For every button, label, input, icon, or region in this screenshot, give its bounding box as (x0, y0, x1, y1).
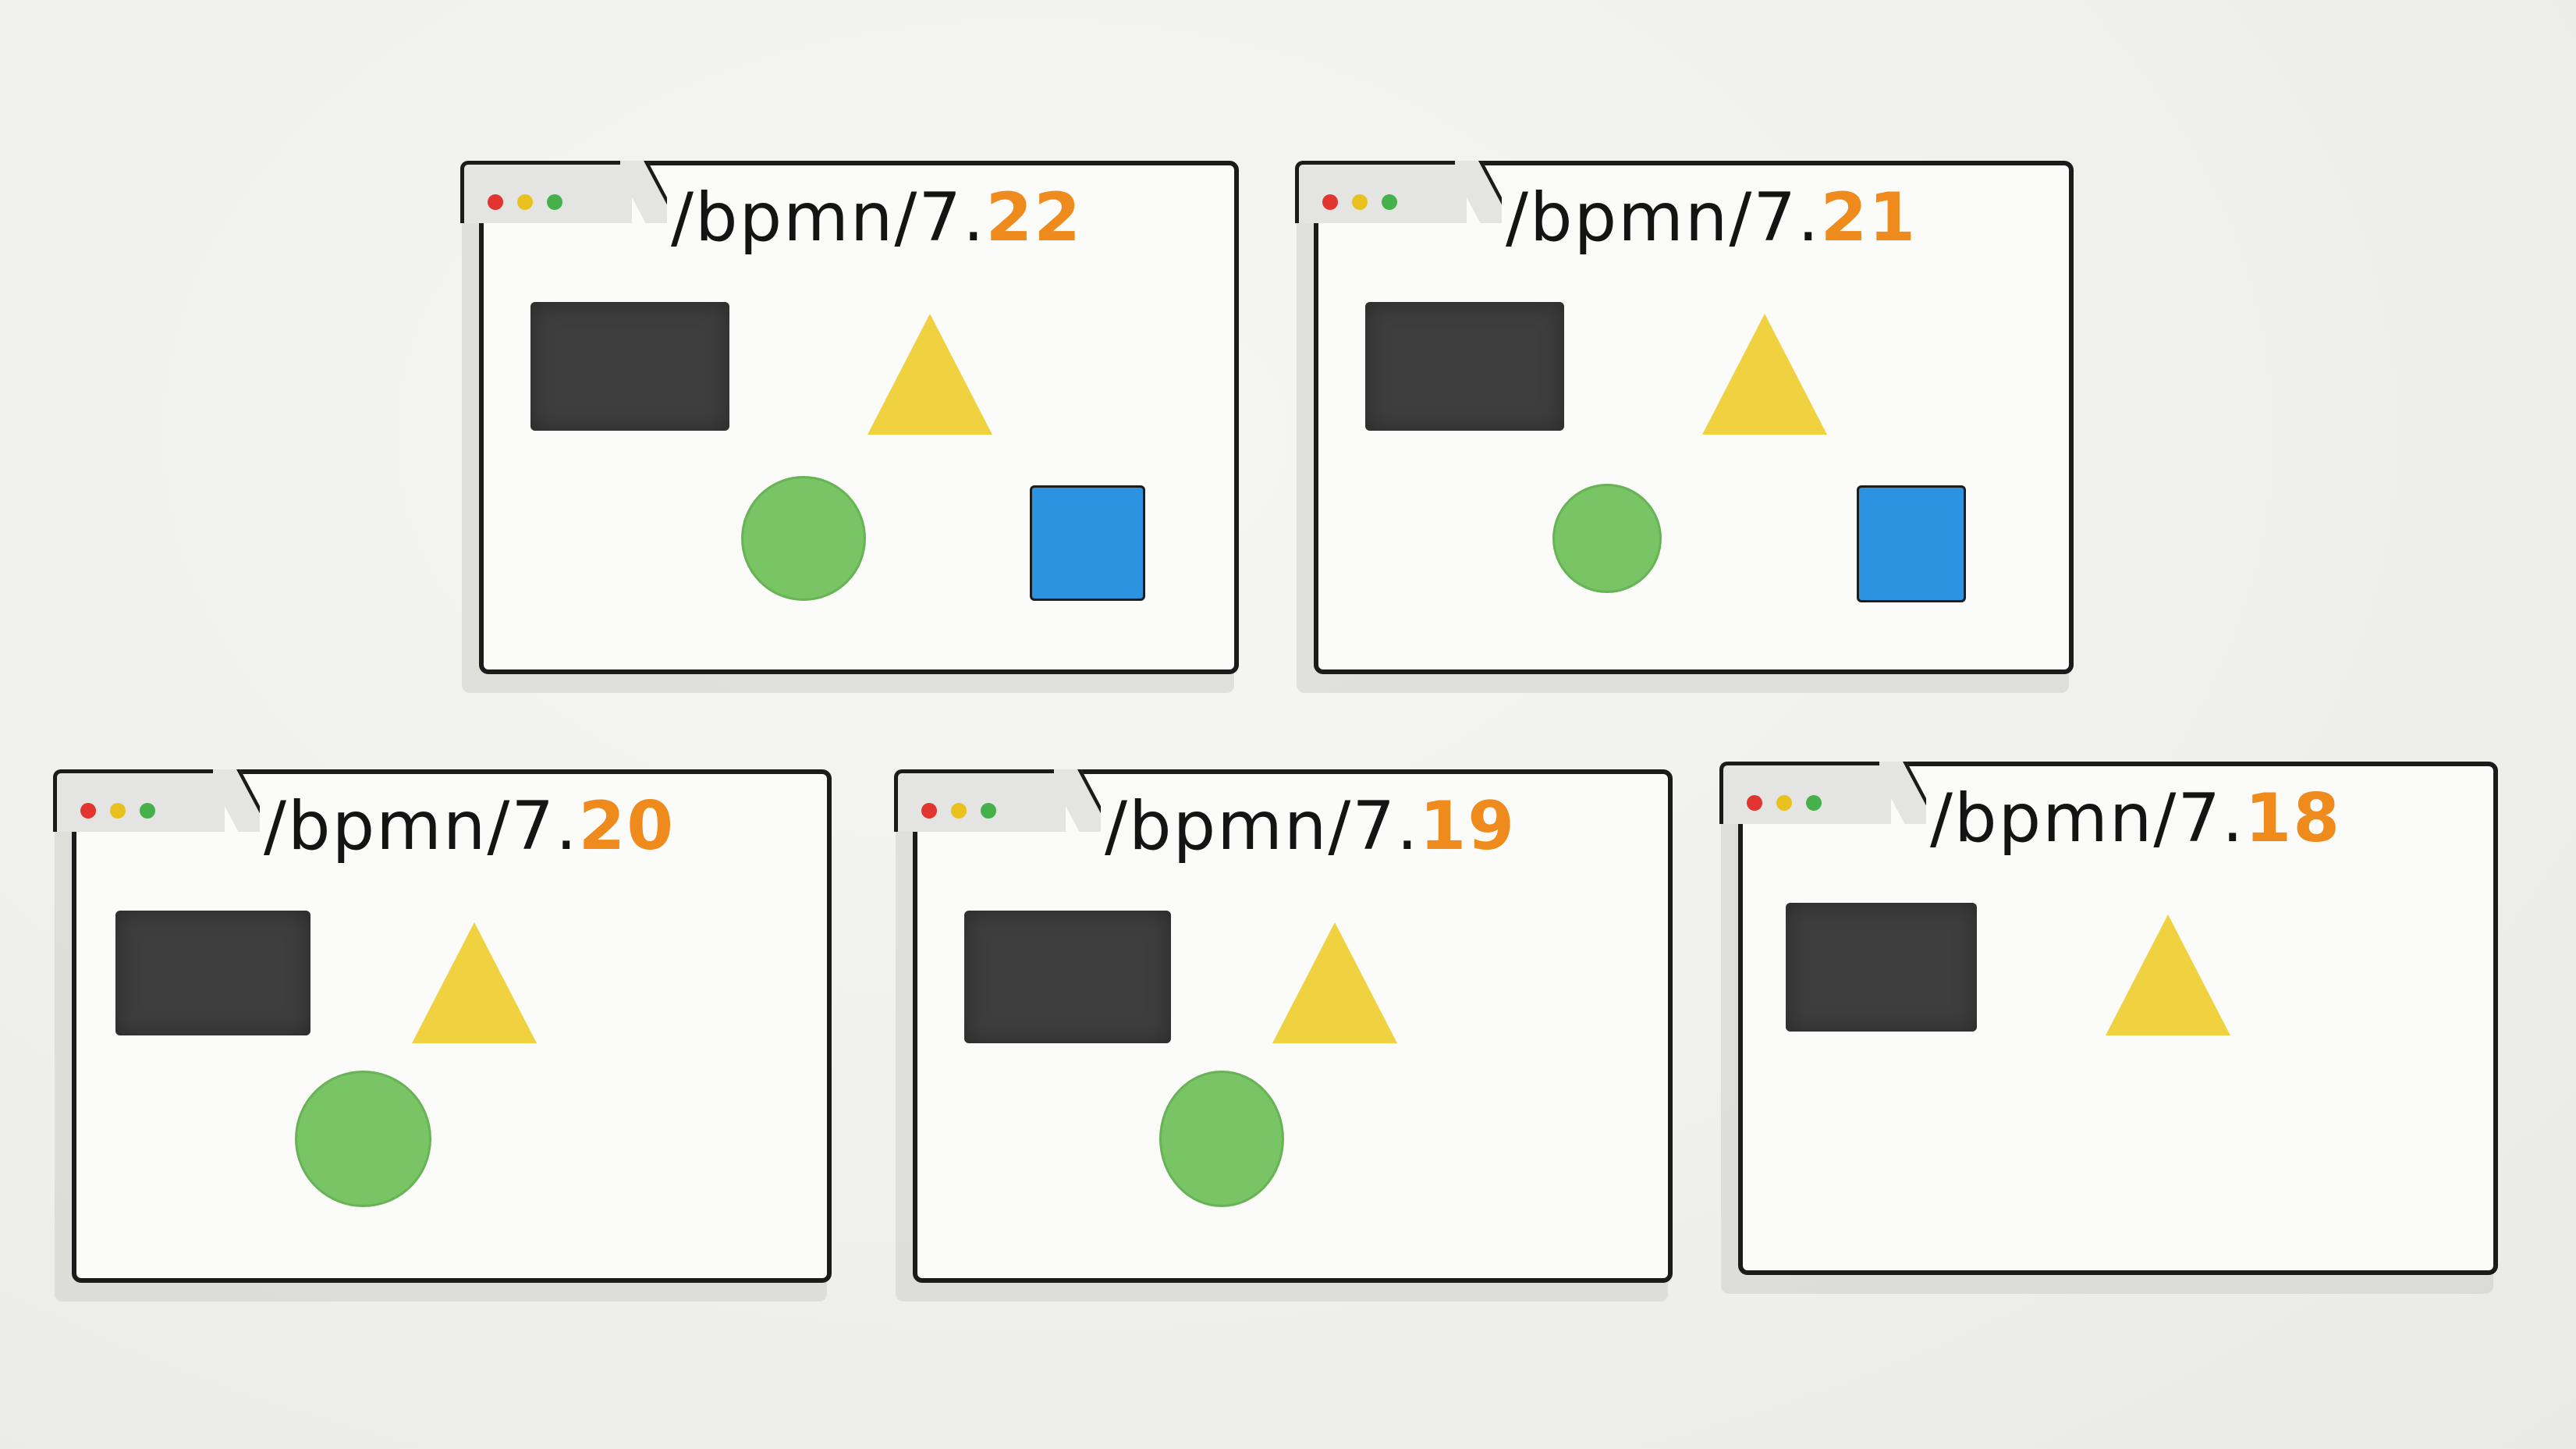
blue-square-shape (1857, 485, 1966, 602)
green-circle-shape (295, 1071, 431, 1207)
browser-window-7-19: /bpmn/7.19 (894, 769, 1673, 1302)
address-bar[interactable]: /bpmn/7.21 (1506, 183, 1917, 253)
url-prefix: /bpmn/7. (264, 787, 579, 865)
maximize-dot-icon[interactable] (140, 803, 155, 819)
close-dot-icon[interactable] (921, 803, 937, 819)
maximize-dot-icon[interactable] (547, 194, 562, 210)
browser-tab (53, 769, 225, 832)
maximize-dot-icon[interactable] (1806, 795, 1822, 811)
minimize-dot-icon[interactable] (951, 803, 967, 819)
browser-window-7-22: /bpmn/7.22 (460, 161, 1239, 693)
yellow-triangle-shape (1272, 922, 1397, 1043)
dark-rectangle-shape (1786, 903, 1977, 1032)
browser-tab (894, 769, 1066, 832)
window-frame: /bpmn/7.22 (460, 161, 1239, 674)
browser-tab (460, 161, 632, 223)
minimize-dot-icon[interactable] (1776, 795, 1792, 811)
green-circle-shape (1552, 484, 1662, 593)
dark-rectangle-shape (964, 911, 1171, 1043)
browser-tab (1719, 762, 1891, 824)
tab-slant (1054, 769, 1101, 832)
dark-rectangle-shape (530, 302, 729, 431)
browser-window-7-20: /bpmn/7.20 (53, 769, 832, 1302)
yellow-triangle-shape (1702, 314, 1827, 435)
close-dot-icon[interactable] (488, 194, 503, 210)
close-dot-icon[interactable] (1322, 194, 1338, 210)
green-circle-shape (741, 476, 866, 601)
window-frame: /bpmn/7.18 (1719, 762, 2498, 1275)
version-number: 19 (1419, 787, 1517, 865)
address-bar[interactable]: /bpmn/7.20 (264, 791, 675, 861)
dark-rectangle-shape (1365, 302, 1564, 431)
minimize-dot-icon[interactable] (1352, 194, 1368, 210)
yellow-triangle-shape (412, 922, 537, 1043)
address-bar[interactable]: /bpmn/7.19 (1105, 791, 1516, 861)
version-number: 18 (2244, 780, 2342, 858)
yellow-triangle-shape (2106, 915, 2230, 1035)
blue-square-shape (1030, 485, 1145, 601)
tab-slant (213, 769, 260, 832)
tab-slant (620, 161, 667, 223)
browser-tab (1295, 161, 1467, 223)
browser-window-7-18: /bpmn/7.18 (1719, 762, 2498, 1294)
version-number: 22 (985, 179, 1083, 257)
maximize-dot-icon[interactable] (1382, 194, 1397, 210)
dark-rectangle-shape (115, 911, 310, 1035)
address-bar[interactable]: /bpmn/7.18 (1930, 783, 2341, 854)
green-circle-shape (1159, 1071, 1284, 1207)
window-frame: /bpmn/7.21 (1295, 161, 2074, 674)
window-frame: /bpmn/7.20 (53, 769, 832, 1283)
tab-slant (1455, 161, 1502, 223)
url-prefix: /bpmn/7. (671, 179, 986, 257)
version-number: 21 (1820, 179, 1918, 257)
maximize-dot-icon[interactable] (981, 803, 996, 819)
minimize-dot-icon[interactable] (110, 803, 126, 819)
yellow-triangle-shape (868, 314, 992, 435)
window-frame: /bpmn/7.19 (894, 769, 1673, 1283)
tab-slant (1879, 762, 1926, 824)
address-bar[interactable]: /bpmn/7.22 (671, 183, 1082, 253)
version-number: 20 (578, 787, 676, 865)
url-prefix: /bpmn/7. (1105, 787, 1420, 865)
browser-window-7-21: /bpmn/7.21 (1295, 161, 2074, 693)
url-prefix: /bpmn/7. (1506, 179, 1821, 257)
close-dot-icon[interactable] (1747, 795, 1762, 811)
minimize-dot-icon[interactable] (517, 194, 533, 210)
url-prefix: /bpmn/7. (1930, 780, 2245, 858)
close-dot-icon[interactable] (80, 803, 96, 819)
